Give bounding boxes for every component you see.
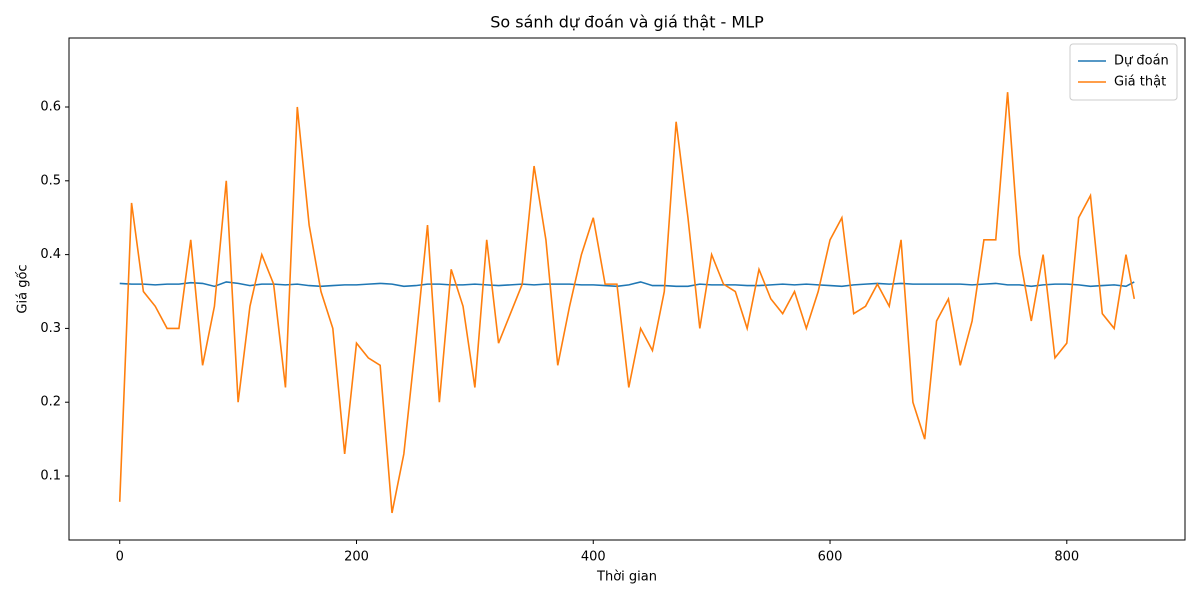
x-tick-label: 200 <box>344 550 369 565</box>
chart-title: So sánh dự đoán và giá thật - MLP <box>490 13 764 32</box>
plot-frame <box>68 37 1186 541</box>
y-tick-label: 0.5 <box>40 173 61 188</box>
x-tick-label: 400 <box>581 550 606 565</box>
y-tick-label: 0.2 <box>40 395 61 410</box>
x-tick-label: 800 <box>1054 550 1079 565</box>
line-series <box>119 281 1135 288</box>
y-tick-label: 0.4 <box>40 247 61 262</box>
y-tick-label: 0.3 <box>40 321 61 336</box>
x-tick-label: 600 <box>818 550 843 565</box>
legend-label: Giá thật <box>1114 75 1166 90</box>
legend-box <box>1069 43 1178 101</box>
y-axis-label: Giá gốc <box>16 264 31 313</box>
x-axis-label: Thời gian <box>596 570 657 585</box>
line-series <box>118 92 1136 514</box>
y-tick-label: 0.6 <box>40 100 61 115</box>
legend-label: Dự đoán <box>1114 54 1169 69</box>
y-tick-label: 0.1 <box>40 469 61 484</box>
x-tick-label: 0 <box>116 550 124 565</box>
